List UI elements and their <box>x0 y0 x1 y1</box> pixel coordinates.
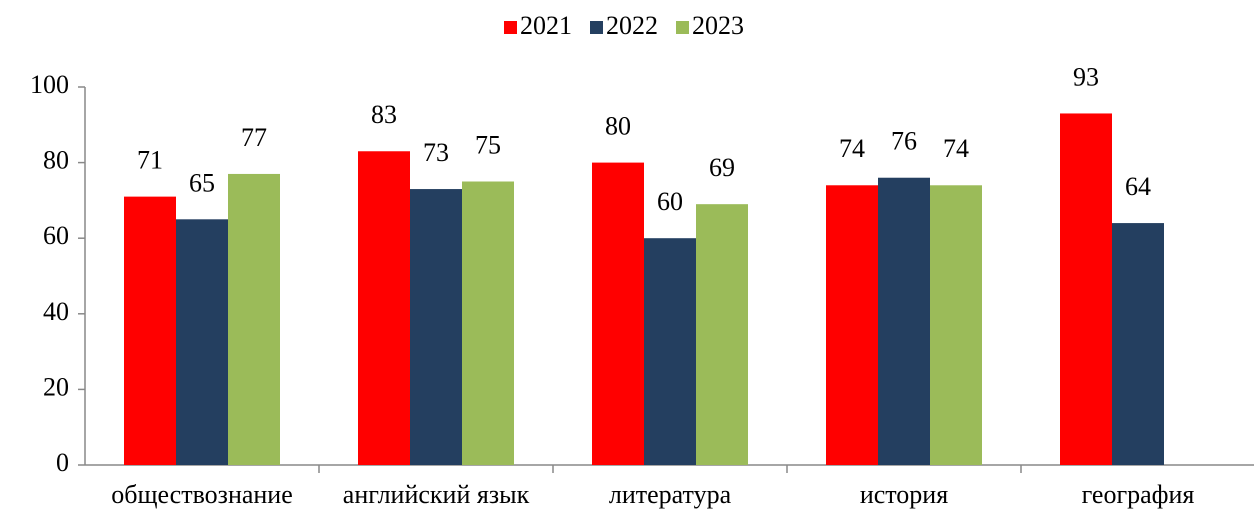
legend-label: 2022 <box>606 11 658 40</box>
y-tick-label: 80 <box>43 146 69 175</box>
data-label: 74 <box>943 134 969 163</box>
y-tick-label: 60 <box>43 221 69 250</box>
data-label: 64 <box>1125 172 1151 201</box>
data-label: 65 <box>189 168 215 197</box>
bar <box>1112 223 1164 465</box>
y-tick-label: 100 <box>30 70 69 99</box>
bar <box>644 238 696 465</box>
legend-label: 2023 <box>692 11 744 40</box>
legend-label: 2021 <box>520 11 572 40</box>
bar <box>176 219 228 465</box>
x-tick-label: география <box>1082 480 1195 509</box>
y-tick-label: 0 <box>56 448 69 477</box>
bar <box>410 189 462 465</box>
data-label: 60 <box>657 187 683 216</box>
x-tick-label: история <box>860 480 948 509</box>
y-tick-label: 20 <box>43 372 69 401</box>
bar <box>124 196 176 465</box>
data-label: 93 <box>1073 62 1099 91</box>
y-tick-label: 40 <box>43 297 69 326</box>
x-tick-label: литература <box>609 480 732 509</box>
legend-swatch <box>504 21 517 34</box>
bar <box>696 204 748 465</box>
data-label: 75 <box>475 130 501 159</box>
x-tick-label: английский язык <box>343 480 530 509</box>
bar <box>826 185 878 465</box>
legend-swatch <box>676 21 689 34</box>
bar <box>878 177 930 465</box>
bar <box>930 185 982 465</box>
bar <box>228 173 280 465</box>
data-label: 71 <box>137 146 163 175</box>
data-label: 83 <box>371 100 397 129</box>
data-label: 77 <box>241 123 267 152</box>
data-label: 69 <box>709 153 735 182</box>
data-label: 76 <box>891 127 917 156</box>
data-label: 74 <box>839 134 865 163</box>
data-label: 80 <box>605 112 631 141</box>
data-label: 73 <box>423 138 449 167</box>
bar <box>1060 113 1112 466</box>
bar <box>462 181 514 465</box>
bar <box>358 151 410 465</box>
x-tick-label: обществознание <box>111 480 293 509</box>
legend-swatch <box>590 21 603 34</box>
bar <box>592 162 644 465</box>
